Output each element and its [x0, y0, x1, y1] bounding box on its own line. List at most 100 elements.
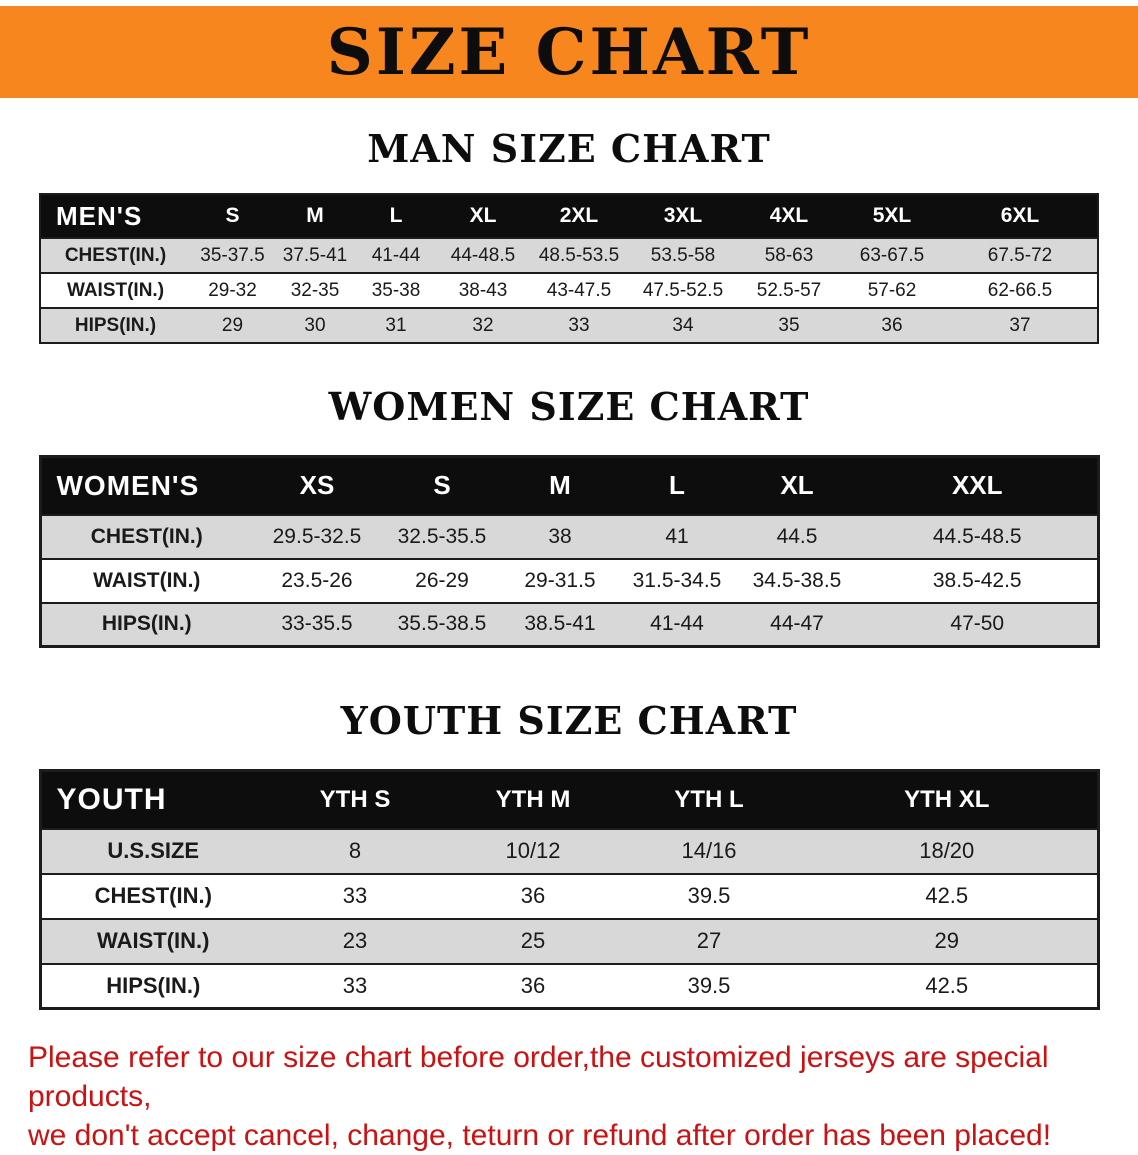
measurement-row: CHEST(IN.) 33 36 39.5 42.5 — [40, 873, 1098, 919]
measurement-value: 47-50 — [950, 612, 1005, 636]
table-header-row: MEN'S S M L XL 2XL 3XL 4XL 5XL 6XL — [40, 194, 1098, 238]
measurement-value: 29-32 — [208, 279, 257, 301]
size-column-header: XL — [437, 194, 529, 238]
measurement-row: CHEST(IN.) 35-37.5 37.5-41 41-44 44-48.5 48.5… — [40, 238, 1098, 273]
measurement-value: 62-66.5 — [987, 279, 1053, 301]
measurement-value: 23.5-26 — [281, 568, 353, 592]
measurement-value: 18/20 — [919, 838, 975, 863]
size-column-header: M — [275, 194, 355, 238]
table-header-row: YOUTH YTH S YTH M YTH L YTH XL — [40, 770, 1098, 829]
measurement-label: HIPS(IN.) — [74, 314, 157, 336]
measurement-value: 29.5-32.5 — [272, 524, 362, 548]
measurement-row: HIPS(IN.) 29 30 31 32 33 34 35 36 37 — [40, 308, 1098, 343]
measurement-label: WAIST(IN.) — [66, 279, 165, 301]
size-column-header: S — [382, 456, 502, 515]
measurement-value: 39.5 — [687, 883, 731, 908]
measurement-value: 43-47.5 — [546, 279, 612, 301]
size-column-header: XS — [252, 456, 382, 515]
measurement-value: 8 — [348, 838, 362, 863]
measurement-value: 34 — [672, 314, 694, 336]
measurement-value: 53.5-58 — [650, 244, 716, 266]
measurement-value: 44-48.5 — [450, 244, 516, 266]
measurement-value: 10/12 — [505, 838, 561, 863]
measurement-value: 37.5-41 — [282, 244, 348, 266]
measurement-value: 38-43 — [458, 279, 508, 301]
measurement-label: CHEST(IN.) — [90, 524, 203, 548]
measurement-value: 44.5 — [776, 524, 818, 548]
size-column-header: 4XL — [737, 194, 841, 238]
measurement-value: 27 — [696, 928, 722, 953]
measurement-value: 63-67.5 — [859, 244, 925, 266]
measurement-value: 47.5-52.5 — [642, 279, 724, 301]
measurement-value: 35-38 — [371, 279, 421, 301]
men-size-table: MEN'S S M L XL 2XL 3XL 4XL 5XL 6XL CHEST(IN.) 35-37… — [39, 193, 1099, 344]
measurement-value: 41-44 — [371, 244, 421, 266]
disclaimer-line-1: Please refer to our size chart before or… — [28, 1041, 1049, 1113]
size-column-header: 3XL — [629, 194, 737, 238]
table-header-row: WOMEN'S XS S M L XL XXL — [40, 456, 1098, 515]
measurement-label: WAIST(IN.) — [97, 928, 210, 953]
disclaimer: Please refer to our size chart before or… — [0, 1038, 1138, 1155]
measurement-row: WAIST(IN.) 23.5-26 26-29 29-31.5 31.5-34.5 34… — [40, 558, 1098, 603]
measurement-value: 58-63 — [764, 244, 814, 266]
measurement-value: 38.5-42.5 — [932, 568, 1022, 592]
measurement-row: HIPS(IN.) 33-35.5 35.5-38.5 38.5-41 41-44 44-… — [40, 602, 1098, 647]
measurement-value: 23 — [342, 928, 368, 953]
measurement-value: 36 — [520, 972, 546, 998]
measurement-label: WAIST(IN.) — [93, 568, 201, 592]
measurement-value: 35 — [778, 314, 800, 336]
disclaimer-line-2: we don't accept cancel, change, teturn o… — [28, 1119, 1052, 1152]
table-title: WOMEN'S — [40, 456, 252, 515]
size-column-header: 2XL — [529, 194, 629, 238]
measurement-value: 14/16 — [681, 838, 737, 863]
women-section-heading: WOMEN SIZE CHART — [328, 384, 810, 429]
youth-size-table: YOUTH YTH S YTH M YTH L YTH XL U.S.SIZE 8 10/12… — [38, 769, 1100, 1010]
measurement-value: 67.5-72 — [987, 244, 1053, 266]
measurement-value: 33 — [342, 883, 368, 908]
men-section: MAN SIZE CHART MEN'S S M L XL 2XL 3XL 4XL 5XL 6XL… — [0, 126, 1138, 344]
size-column-header: XL — [736, 456, 858, 515]
measurement-value: 33 — [342, 972, 368, 998]
size-column-header: YTH XL — [797, 770, 1098, 829]
page-title: SIZE CHART — [326, 14, 812, 90]
size-column-header: YTH S — [265, 770, 445, 829]
measurement-value: 44-47 — [770, 612, 824, 636]
table-title: MEN'S — [40, 194, 190, 238]
table-title: YOUTH — [40, 770, 265, 829]
measurement-value: 48.5-53.5 — [538, 244, 620, 266]
measurement-value: 32-35 — [290, 279, 340, 301]
measurement-value: 29 — [934, 928, 959, 953]
measurement-row: HIPS(IN.) 33 36 39.5 42.5 — [40, 963, 1098, 1009]
measurement-value: 52.5-57 — [756, 279, 822, 301]
measurement-value: 44.5-48.5 — [932, 524, 1022, 548]
measurement-value: 36 — [881, 314, 903, 336]
measurement-value: 32.5-35.5 — [397, 524, 487, 548]
measurement-label: HIPS(IN.) — [101, 612, 192, 636]
size-column-header: M — [502, 456, 618, 515]
measurement-value: 31 — [385, 314, 407, 336]
measurement-label: CHEST(IN.) — [64, 244, 167, 266]
size-column-header: YTH M — [445, 770, 621, 829]
size-column-header: L — [355, 194, 437, 238]
measurement-value: 37 — [1009, 314, 1031, 336]
measurement-value: 35.5-38.5 — [397, 612, 487, 636]
women-section: WOMEN SIZE CHART WOMEN'S XS S M L XL XXL CHEST(… — [0, 384, 1138, 648]
size-column-header: YTH L — [621, 770, 797, 829]
men-section-heading: MAN SIZE CHART — [367, 126, 771, 171]
measurement-label: CHEST(IN.) — [94, 883, 212, 908]
youth-section-heading: YOUTH SIZE CHART — [340, 698, 798, 743]
title-banner: SIZE CHART — [0, 6, 1138, 98]
measurement-value: 29 — [221, 314, 244, 336]
measurement-row: U.S.SIZE 8 10/12 14/16 18/20 — [40, 828, 1098, 874]
measurement-value: 33-35.5 — [281, 612, 353, 636]
measurement-value: 41-44 — [650, 612, 704, 636]
size-chart-page: SIZE CHART MAN SIZE CHART MEN'S S M L XL 2XL 3… — [0, 6, 1138, 1155]
measurement-value: 31.5-34.5 — [632, 568, 722, 592]
measurement-value: 38.5-41 — [524, 612, 596, 636]
measurement-label: HIPS(IN.) — [106, 972, 201, 998]
measurement-value: 33 — [568, 314, 590, 336]
measurement-row: CHEST(IN.) 29.5-32.5 32.5-35.5 38 41 44.5 44.5… — [40, 514, 1098, 559]
measurement-value: 25 — [520, 928, 546, 953]
size-column-header: 5XL — [841, 194, 943, 238]
measurement-value: 36 — [520, 883, 546, 908]
